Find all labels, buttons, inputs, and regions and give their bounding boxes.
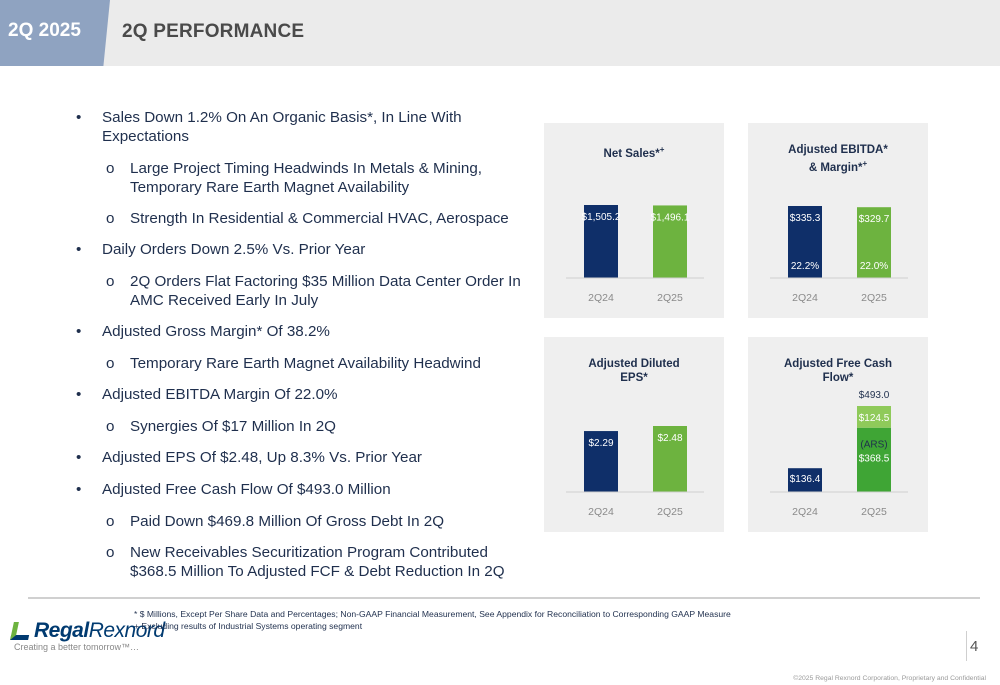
bar-value-label: $1,496.1 [651, 212, 690, 223]
page-number-divider [966, 631, 986, 661]
footer-divider [28, 597, 980, 599]
regal-rexnord-logo: RegalRexnord [10, 619, 165, 643]
bullet-item: Adjusted Free Cash Flow Of $493.0 Millio… [74, 480, 534, 499]
copyright: ©2025 Regal Rexnord Corporation, Proprie… [793, 675, 986, 682]
segment-name-label: (ARS) [860, 440, 887, 451]
logo-wordmark: RegalRexnord [34, 619, 165, 642]
bullet-item: Daily Orders Down 2.5% Vs. Prior Year [74, 240, 534, 259]
period-tag: 2Q 2025 [0, 0, 110, 66]
sub-bullet-item: Strength In Residential & Commercial HVA… [74, 209, 534, 228]
bar-2q24 [788, 206, 822, 278]
bar-value-label: $329.7 [859, 214, 890, 225]
logo-mark-icon [10, 622, 32, 640]
bar-2q24 [584, 431, 618, 492]
bar-2q24 [788, 468, 822, 492]
footnote-excluding: + Excluding results of Industrial System… [134, 621, 363, 631]
ebitda-plot: $335.3 22.2% 2Q24 $329.7 22.0% 2Q25 [770, 206, 908, 304]
bar-value-label: $1,505.2 [582, 212, 621, 223]
margin-label: 22.2% [791, 261, 819, 272]
x-tick-label: 2Q25 [657, 506, 683, 518]
x-tick-label: 2Q25 [657, 292, 683, 304]
x-tick-label: 2Q24 [792, 506, 818, 518]
bar-2q24 [584, 205, 618, 278]
logo-tagline: Creating a better tomorrow™… [14, 642, 140, 652]
bar-value-label: $335.3 [790, 213, 821, 224]
period-tag-label: 2Q 2025 [8, 20, 81, 41]
page-title: 2Q PERFORMANCE [122, 21, 305, 42]
sub-bullet-item: Temporary Rare Earth Magnet Availability… [74, 354, 534, 373]
bar-value-label: $2.48 [657, 433, 682, 444]
bullet-item: Adjusted EPS Of $2.48, Up 8.3% Vs. Prior… [74, 448, 534, 467]
x-tick-label: 2Q24 [588, 292, 614, 304]
bullet-item: Adjusted Gross Margin* Of 38.2% [74, 322, 534, 341]
fcf-title: Adjusted Free Cash Flow* [784, 358, 892, 384]
segment-value-label: $368.5 [859, 454, 890, 465]
ebitda-title: Adjusted EBITDA* & Margin*+ [788, 144, 888, 174]
net-sales-chart: Net Sales*+ $1,505.2 2Q24 $1,496.1 2Q25 [544, 123, 724, 318]
x-tick-label: 2Q25 [861, 506, 887, 518]
fcf-chart: Adjusted Free Cash Flow* $136.4 (ARS) $368.… [748, 337, 928, 532]
page-number: 4 [970, 638, 979, 655]
bullet-list: Sales Down 1.2% On An Organic Basis*, In… [74, 108, 534, 593]
sub-bullet-item: Synergies Of $17 Million In 2Q [74, 417, 534, 436]
eps-chart: Adjusted Diluted EPS* $2.29 2Q24 $2.48 2Q25 [544, 337, 724, 532]
header-bar: 2Q 2025 2Q PERFORMANCE [0, 0, 1000, 66]
x-tick-label: 2Q25 [861, 292, 887, 304]
sub-bullet-item: Large Project Timing Headwinds In Metals… [74, 159, 534, 197]
eps-plot: $2.29 2Q24 $2.48 2Q25 [566, 426, 704, 518]
fcf-plot: $136.4 (ARS) $368.5 $124.5 $493.0 2Q24 2Q25 [770, 390, 908, 518]
bullet-item: Adjusted EBITDA Margin Of 22.0% [74, 385, 534, 404]
bar-2q25-ars-segment [857, 427, 891, 492]
bar-2q25 [653, 426, 687, 492]
eps-title: Adjusted Diluted EPS* [588, 358, 680, 384]
net-sales-title: Net Sales*+ [603, 145, 665, 160]
x-tick-label: 2Q24 [792, 292, 818, 304]
net-sales-plot: $1,505.2 2Q24 $1,496.1 2Q25 [566, 205, 704, 304]
bar-value-label: $2.29 [588, 438, 613, 449]
bar-2q25-base-segment [857, 406, 891, 428]
segment-value-label: $124.5 [859, 413, 890, 424]
ebitda-chart: Adjusted EBITDA* & Margin*+ $335.3 22.2% 2Q… [748, 123, 928, 318]
bar-total-label: $493.0 [859, 390, 890, 401]
footnote-millions: * $ Millions, Except Per Share Data and … [134, 609, 731, 619]
x-tick-label: 2Q24 [588, 506, 614, 518]
bullet-item: Sales Down 1.2% On An Organic Basis*, In… [74, 108, 534, 146]
sub-bullet-item: Paid Down $469.8 Million Of Gross Debt I… [74, 512, 534, 531]
bar-value-label: $136.4 [790, 474, 821, 485]
bar-2q25 [857, 207, 891, 278]
bar-2q25 [653, 205, 687, 278]
sub-bullet-item: New Receivables Securitization Program C… [74, 543, 534, 581]
sub-bullet-item: 2Q Orders Flat Factoring $35 Million Dat… [74, 272, 534, 310]
margin-label: 22.0% [860, 261, 888, 272]
